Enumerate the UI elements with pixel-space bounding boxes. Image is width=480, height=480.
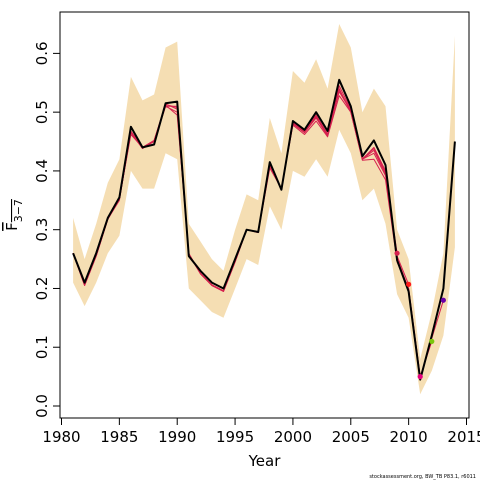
x-axis: 1980 1985 1990 1995 2000 2005 2010 2015	[42, 417, 480, 446]
endpoint-marker-2009	[394, 250, 400, 256]
endpoint-marker-2013	[440, 297, 446, 303]
y-axis: 0.0 0.1 0.2 0.3 0.4 0.5 0.6	[33, 41, 61, 418]
endpoint-marker-2010	[406, 281, 412, 287]
x-tick-label: 1985	[100, 428, 138, 446]
y-axis-title-subscript: 3−7	[12, 199, 25, 222]
endpoint-marker-2011	[417, 374, 423, 380]
series-layer	[72, 78, 456, 381]
confidence-band	[73, 24, 455, 395]
x-tick-label: 2010	[390, 428, 428, 446]
x-tick-label: 2015	[447, 428, 480, 446]
endpoint-layer	[394, 250, 446, 380]
y-tick-label: 0.3	[33, 218, 51, 242]
y-tick-label: 0.4	[33, 159, 51, 183]
x-tick-label: 2005	[332, 428, 370, 446]
y-tick-label: 0.1	[33, 335, 51, 359]
y-axis-title-main: F	[3, 222, 21, 231]
y-tick-label: 0.5	[33, 100, 51, 124]
y-tick-label: 0.0	[33, 394, 51, 418]
x-axis-title: Year	[248, 452, 282, 470]
y-axis-title: F3−7	[3, 199, 25, 231]
x-tick-label: 1980	[42, 428, 80, 446]
x-tick-label: 2000	[274, 428, 312, 446]
confidence-band-layer	[73, 24, 455, 395]
endpoint-marker-2012	[429, 338, 435, 344]
x-tick-label: 1995	[216, 428, 254, 446]
y-axis-title-group: F3−7	[3, 199, 25, 231]
y-tick-label: 0.6	[33, 41, 51, 65]
series-line-main	[72, 78, 456, 381]
y-tick-label: 0.2	[33, 277, 51, 301]
footnote: stockassessment.org, BW_TB P83.1, r6011	[369, 474, 476, 480]
x-tick-label: 1990	[158, 428, 196, 446]
